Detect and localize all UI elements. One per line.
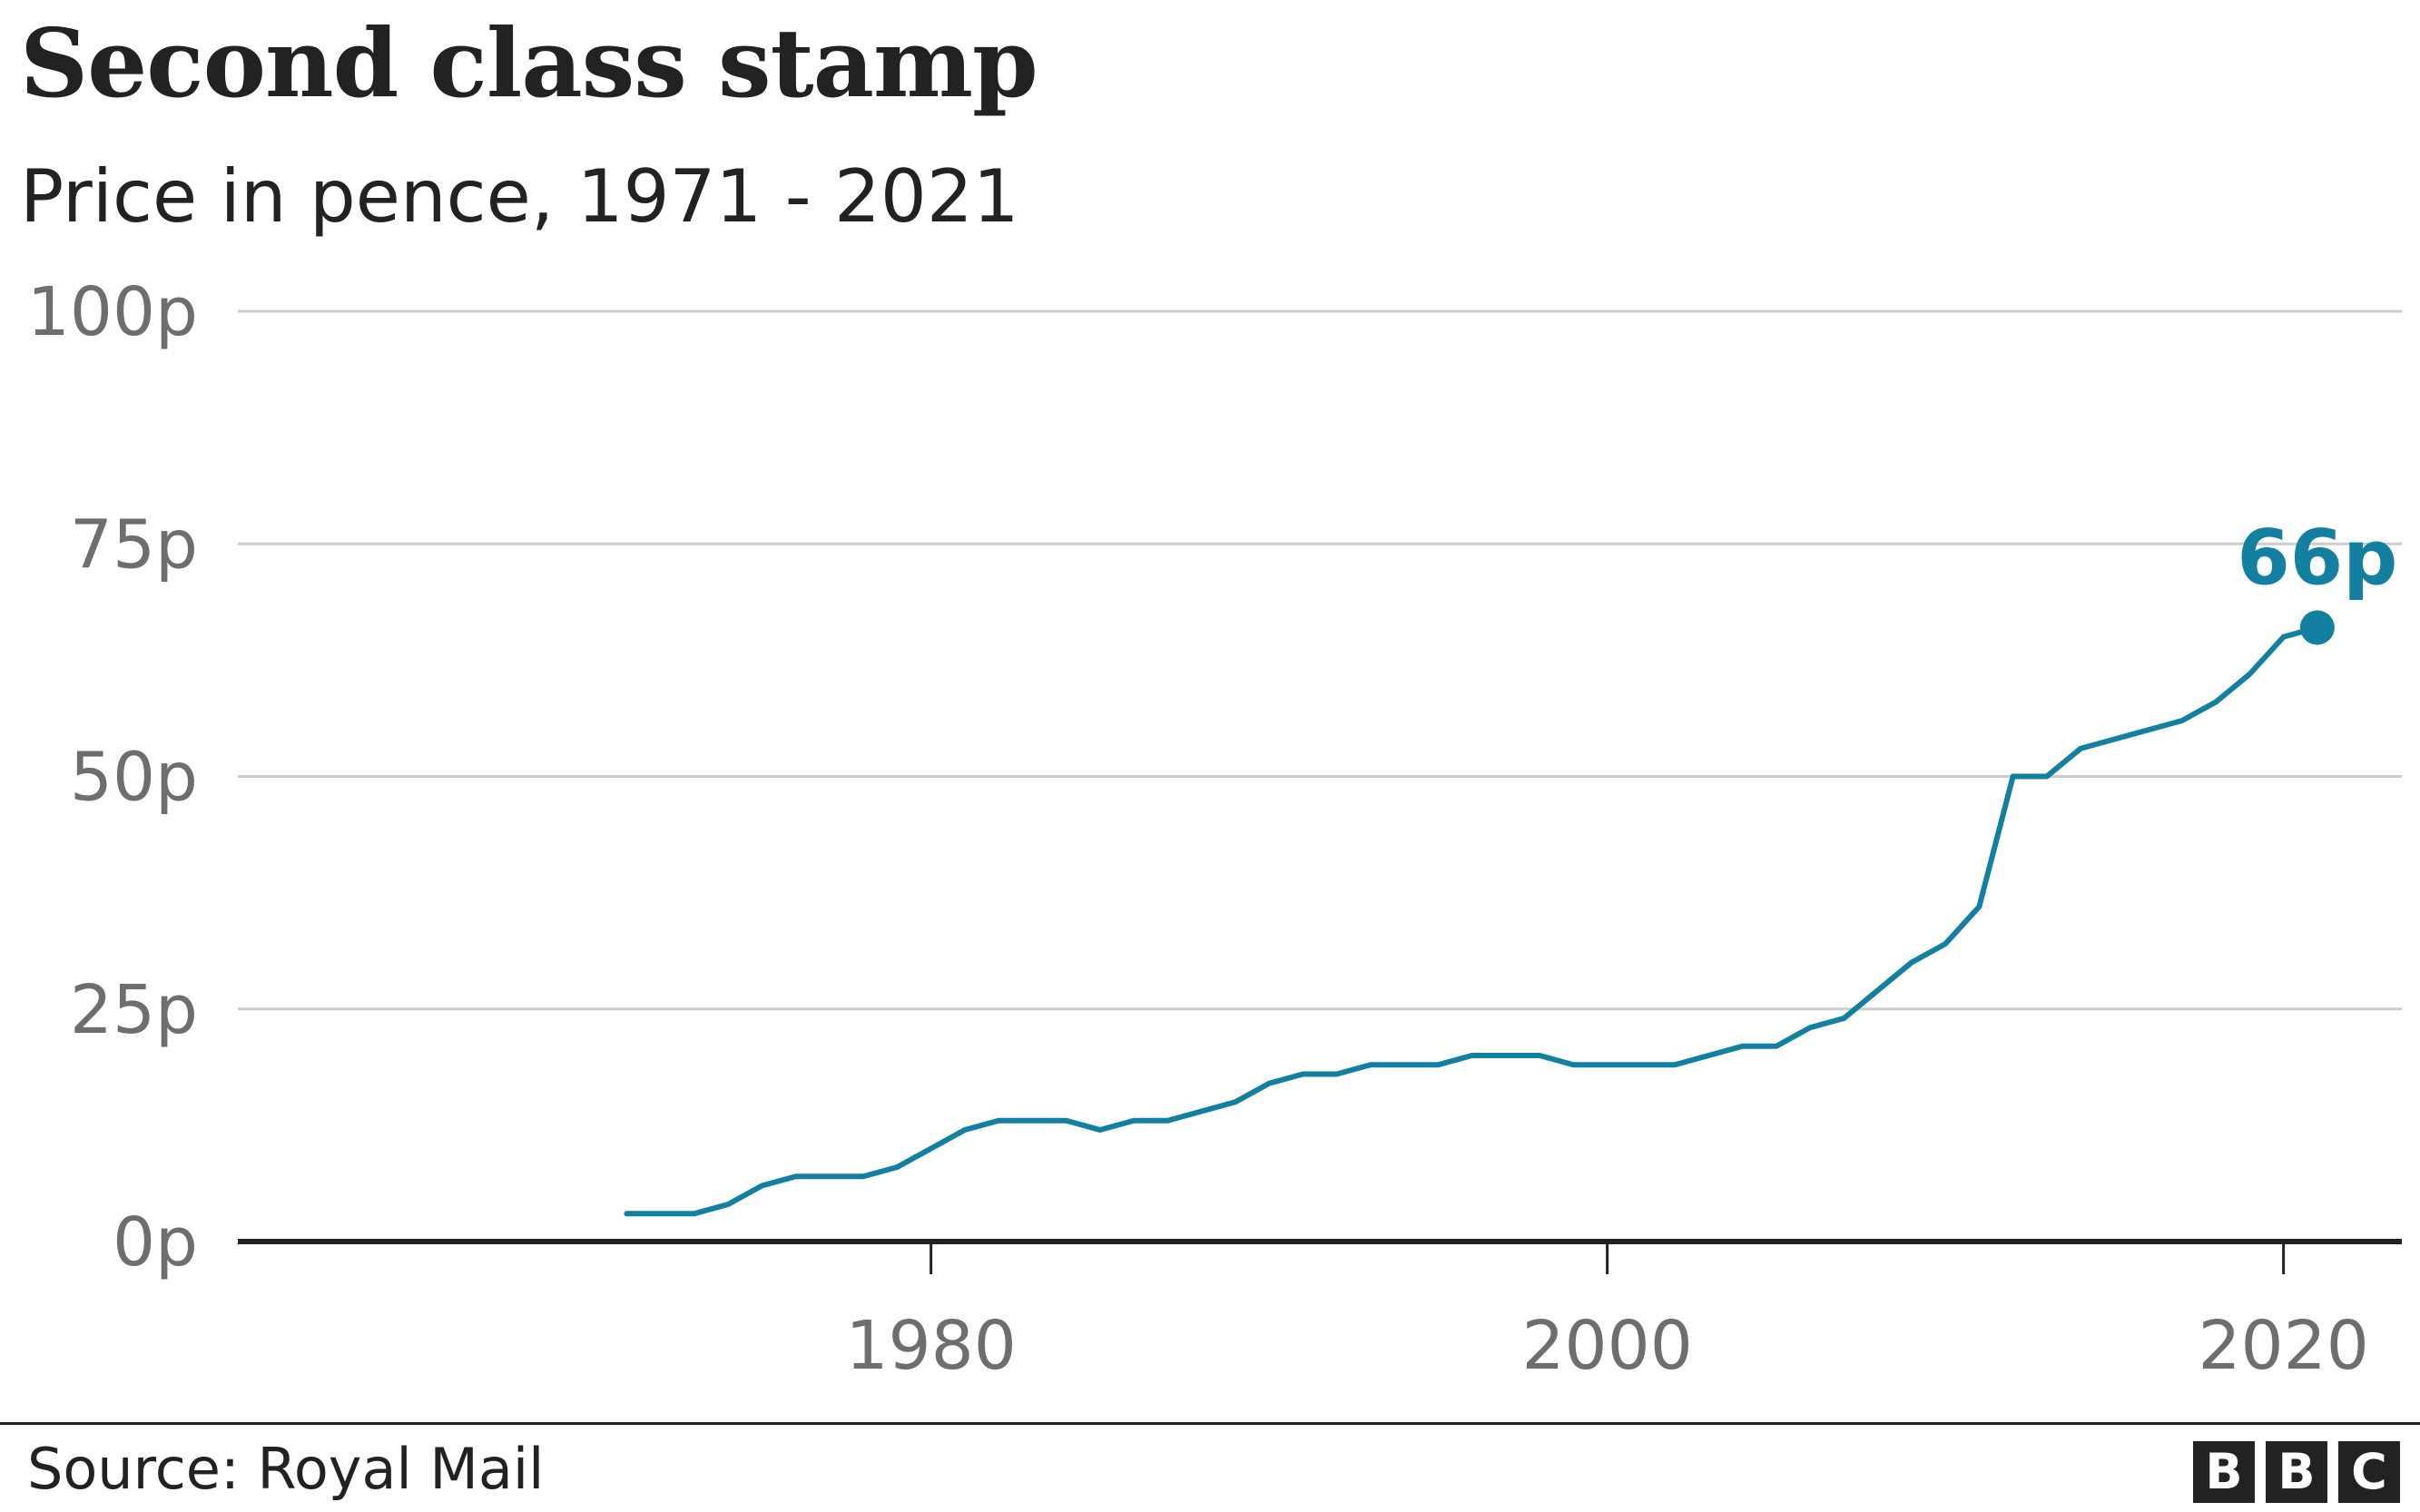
bbc-logo: B B C — [2193, 1441, 2400, 1503]
x-tick-label: 2020 — [2198, 1307, 2368, 1385]
y-tick-label: 100p — [27, 273, 198, 351]
x-tick-label: 1980 — [845, 1307, 1016, 1385]
footer-divider — [0, 1422, 2420, 1425]
plot-area: 0p 25p 50p 75p 100p 1980 2000 2020 66p — [27, 273, 2402, 1385]
bbc-logo-letter: B — [2266, 1441, 2327, 1503]
bbc-logo-letter: B — [2193, 1441, 2255, 1503]
y-tick-label: 25p — [70, 971, 198, 1049]
y-tick-label: 0p — [113, 1203, 198, 1281]
chart-title: Second class stamp — [20, 7, 1038, 119]
chart-subtitle: Price in pence, 1971 - 2021 — [20, 154, 1019, 239]
bbc-logo-letter: C — [2338, 1441, 2400, 1503]
y-tick-label: 50p — [70, 739, 198, 817]
price-line — [624, 624, 2320, 1217]
end-point-marker — [2299, 610, 2335, 645]
end-point-label: 66p — [2237, 514, 2397, 603]
y-tick-label: 75p — [70, 506, 198, 584]
x-tick-label: 2000 — [1521, 1307, 1692, 1385]
source-note: Source: Royal Mail — [27, 1436, 545, 1502]
